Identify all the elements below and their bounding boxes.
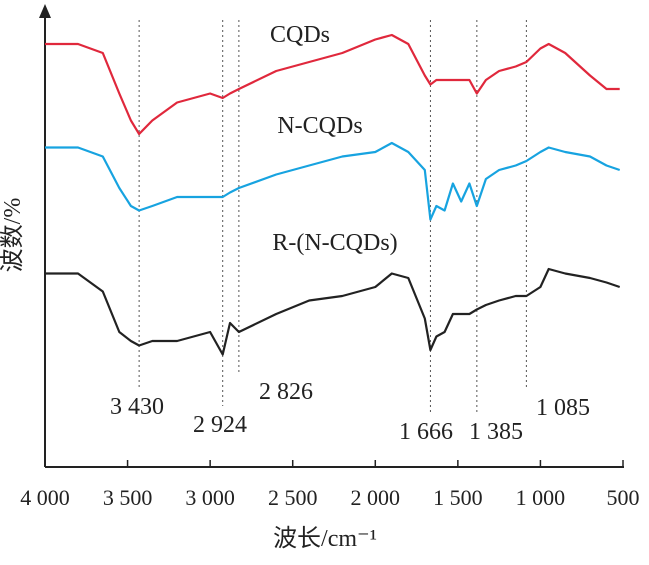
x-tick-label: 500 [607, 485, 640, 510]
x-axis-title: 波长/cm⁻¹ [273, 525, 377, 552]
y-axis-arrow [39, 4, 51, 18]
annotation-label: 1 085 [536, 395, 590, 421]
series-label: CQDs [270, 22, 330, 48]
annotation-label: 1 666 [399, 419, 453, 445]
annotation-label: 2 924 [193, 412, 247, 438]
annotation-label: 2 826 [259, 379, 313, 405]
annotation-label: 3 430 [110, 394, 164, 420]
series-line [45, 141, 621, 221]
y-axis-title: 波数/% [0, 198, 26, 273]
x-tick-label: 2 000 [351, 485, 401, 510]
annotation-label: 1 385 [469, 419, 523, 445]
x-tick-label: 2 500 [268, 485, 318, 510]
series-label: R-(N-CQDs) [272, 230, 397, 256]
x-tick-label: 4 000 [20, 485, 70, 510]
series-label: N-CQDs [277, 113, 362, 139]
x-tick-label: 1 500 [433, 485, 483, 510]
x-tick-label: 3 000 [185, 485, 235, 510]
series-line [45, 267, 621, 356]
x-tick-label: 1 000 [516, 485, 566, 510]
series-line [45, 33, 620, 136]
x-tick-label: 3 500 [103, 485, 153, 510]
